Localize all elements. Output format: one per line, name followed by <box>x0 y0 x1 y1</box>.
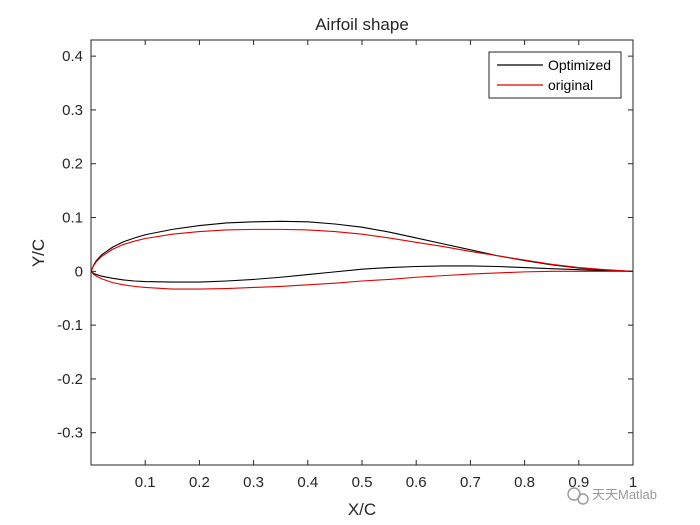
watermark-text: 天天Matlab <box>592 487 657 502</box>
y-tick-label: 0.3 <box>62 102 83 119</box>
x-tick-label: 0.2 <box>189 474 210 491</box>
series-original-lower-line <box>90 270 633 290</box>
legend-label: original <box>548 77 593 93</box>
legend-box <box>488 51 622 99</box>
x-tick-label: 0.8 <box>514 474 535 491</box>
y-tick-label: 0.2 <box>62 156 83 173</box>
y-tick-label: -0.3 <box>57 425 83 442</box>
y-tick-label: 0.4 <box>62 48 83 65</box>
x-axis-label: X/C <box>348 500 376 519</box>
x-tick-label: 1 <box>629 474 637 491</box>
curves <box>90 220 634 290</box>
y-tick-label: -0.2 <box>57 371 83 388</box>
x-tick-label: 0.4 <box>297 474 318 491</box>
plot-area <box>91 40 633 465</box>
y-tick-label: -0.1 <box>57 317 83 334</box>
y-axis-label: Y/C <box>29 239 48 267</box>
x-tick-label: 0.3 <box>243 474 264 491</box>
series-original-upper-line <box>90 228 634 272</box>
x-axis-ticks: 0.1 0.2 0.3 0.4 0.5 0.6 0.7 0.8 0.9 1 <box>135 40 637 491</box>
series-optimized-lower-line <box>90 265 634 283</box>
x-tick-label: 0.5 <box>352 474 373 491</box>
x-tick-label: 0.6 <box>406 474 427 491</box>
legend-label: Optimized <box>548 57 611 73</box>
watermark: 天天Matlab <box>567 487 657 505</box>
x-tick-label: 0.7 <box>460 474 481 491</box>
y-axis-ticks: -0.3 -0.2 -0.1 0 0.1 0.2 0.3 0.4 <box>57 48 633 442</box>
plot-background <box>91 40 633 465</box>
legend: Optimized original <box>488 51 622 99</box>
chart-title: Airfoil shape <box>315 15 409 34</box>
y-tick-label: 0 <box>75 263 83 280</box>
x-tick-label: 0.1 <box>135 474 156 491</box>
y-tick-label: 0.1 <box>62 210 83 227</box>
wechat-icon <box>567 487 589 505</box>
x-tick-label: 0.9 <box>568 474 589 491</box>
